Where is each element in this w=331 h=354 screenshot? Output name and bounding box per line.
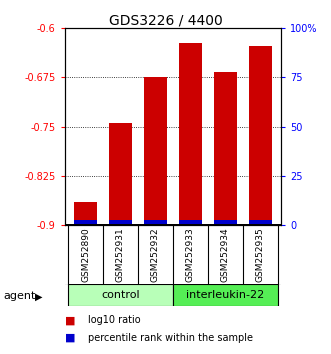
Bar xyxy=(144,221,167,225)
Text: GSM252934: GSM252934 xyxy=(221,227,230,282)
Text: ▶: ▶ xyxy=(35,291,42,301)
Text: interleukin-22: interleukin-22 xyxy=(186,290,264,300)
Text: GDS3226 / 4400: GDS3226 / 4400 xyxy=(109,13,222,28)
Text: ■: ■ xyxy=(65,333,75,343)
Bar xyxy=(74,221,97,225)
Bar xyxy=(109,123,132,225)
Text: GSM252890: GSM252890 xyxy=(81,227,90,282)
Text: GSM252932: GSM252932 xyxy=(151,227,160,282)
Bar xyxy=(68,284,173,306)
Text: GSM252933: GSM252933 xyxy=(186,227,195,282)
Bar xyxy=(74,202,97,225)
Bar xyxy=(214,221,237,225)
Bar xyxy=(249,46,272,225)
Bar xyxy=(249,221,272,225)
Bar xyxy=(109,221,132,225)
Text: log10 ratio: log10 ratio xyxy=(88,315,140,325)
Text: GSM252935: GSM252935 xyxy=(256,227,265,282)
Bar xyxy=(179,43,202,225)
Text: ■: ■ xyxy=(65,315,75,325)
Text: percentile rank within the sample: percentile rank within the sample xyxy=(88,333,253,343)
Text: agent: agent xyxy=(3,291,36,301)
Bar xyxy=(179,221,202,225)
Bar xyxy=(144,77,167,225)
Bar xyxy=(173,284,278,306)
Text: control: control xyxy=(101,290,140,300)
Bar xyxy=(214,72,237,225)
Text: GSM252931: GSM252931 xyxy=(116,227,125,282)
